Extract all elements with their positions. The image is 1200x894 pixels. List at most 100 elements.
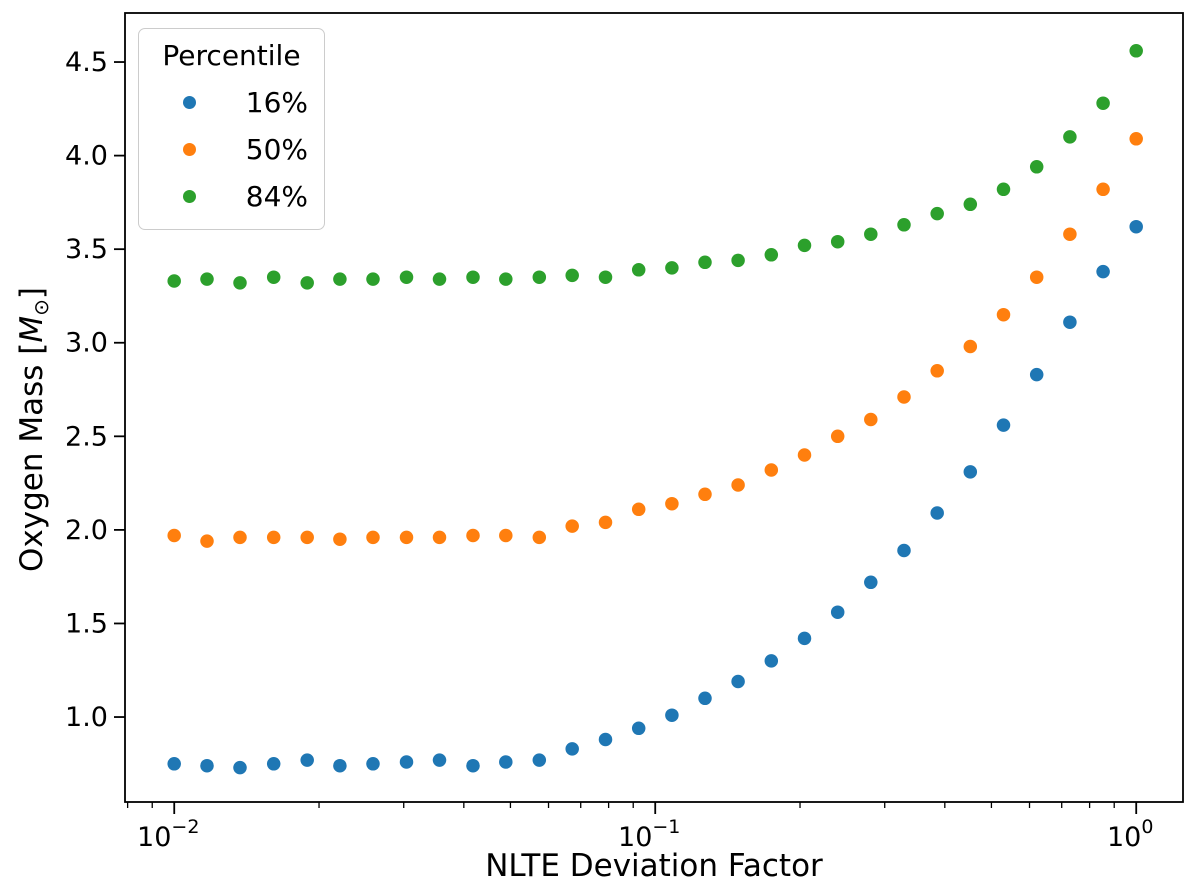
y-tick-label: 2.0 [65,515,108,546]
data-point-50% [830,429,845,444]
axis-ticks: 1.0 1.5 2.0 2.5 3.0 3.5 4.0 4.5 10−2 10−1 100 [65,47,1153,853]
data-point-50% [565,519,579,533]
legend-entries: 16% 50% 84% [155,86,308,213]
legend: Percentile 16% 50% 84% [138,28,325,230]
data-point-16% [665,708,679,722]
y-tick-label: 1.0 [65,702,108,733]
y-tick-label: 3.5 [65,234,108,265]
data-point-50% [532,530,547,545]
data-point-84% [598,270,613,284]
data-point-84% [631,263,646,277]
sun-symbol: ⊙ [29,299,53,316]
data-point-16% [233,760,247,775]
data-point-50% [466,528,480,543]
data-point-50% [864,412,878,427]
data-point-84% [963,197,978,212]
data-point-16% [897,543,911,558]
y-tick-label: 4.5 [65,47,108,78]
data-point-84% [300,276,314,290]
data-point-16% [466,758,480,773]
legend-marker-icon [183,190,196,203]
data-point-50% [200,534,214,548]
data-point-84% [432,272,447,286]
data-point-50% [930,364,944,378]
data-point-50% [598,515,613,530]
legend-entry-label: 84% [245,180,308,213]
data-point-50% [233,530,247,545]
data-point-84% [266,270,281,284]
data-point-16% [864,575,878,590]
data-point-50% [797,448,812,462]
data-point-16% [300,753,314,767]
legend-entry-label: 16% [245,86,308,119]
data-point-84% [1029,160,1044,174]
data-point-16% [1129,219,1143,234]
y-tick-label: 4.0 [65,141,108,172]
data-point-50% [333,532,347,546]
data-point-50% [731,478,745,492]
data-point-50% [1129,132,1143,146]
data-point-16% [266,757,281,771]
data-point-50% [996,307,1011,322]
data-point-16% [830,605,845,619]
data-point-16% [996,418,1011,432]
data-point-50% [897,390,911,404]
data-point-50% [366,530,380,545]
data-point-84% [466,270,480,284]
data-point-84% [565,268,579,283]
data-point-84% [864,227,878,241]
data-point-16% [930,506,944,520]
data-point-50% [399,530,414,545]
data-point-16% [764,654,779,668]
legend-entry-84%: 84% [155,180,308,213]
data-point-16% [366,757,380,771]
data-point-84% [333,272,347,286]
data-point-84% [499,272,513,286]
data-point-16% [333,758,347,773]
data-point-84% [731,253,745,268]
data-point-16% [200,758,214,773]
data-point-84% [996,182,1011,197]
data-point-84% [764,248,779,262]
legend-entry-50%: 50% [155,133,308,166]
data-point-50% [1096,182,1110,197]
data-point-50% [631,502,646,517]
y-axis-label-close-bracket: ] [14,287,50,300]
x-tick-label: 10−1 [618,816,680,853]
y-axis-label: Oxygen Mass [M⊙] [14,287,53,572]
data-point-16% [565,742,579,756]
data-point-84% [1063,130,1077,144]
plot-area-frame [124,12,1184,803]
data-point-16% [631,721,646,736]
y-axis-label-text: Oxygen Mass [ [14,342,50,572]
data-point-16% [698,691,712,706]
data-point-84% [930,206,944,221]
x-tick-label: 10−2 [137,816,199,853]
data-point-16% [1029,367,1044,382]
data-point-84% [399,270,414,284]
data-point-50% [665,496,679,511]
data-point-84% [830,234,845,249]
y-tick-label: 2.5 [65,421,108,452]
legend-entry-label: 50% [245,133,308,166]
x-tick-label: 100 [1107,816,1153,853]
legend-entry-16%: 16% [155,86,308,119]
data-point-84% [1129,44,1143,58]
legend-marker-icon [183,96,196,109]
data-point-50% [963,339,978,354]
data-point-16% [731,674,745,689]
data-point-84% [366,272,380,286]
data-points [167,44,1143,775]
data-point-84% [233,276,247,290]
y-axis-label-mass-symbol: M [14,315,50,343]
legend-marker-icon [183,143,196,156]
data-point-16% [797,631,812,646]
data-point-84% [1096,96,1110,110]
data-point-16% [963,465,978,479]
data-point-16% [167,757,181,771]
data-point-50% [300,530,314,545]
data-point-50% [698,487,712,502]
data-point-16% [598,732,613,747]
x-axis-label: NLTE Deviation Factor [485,848,823,884]
